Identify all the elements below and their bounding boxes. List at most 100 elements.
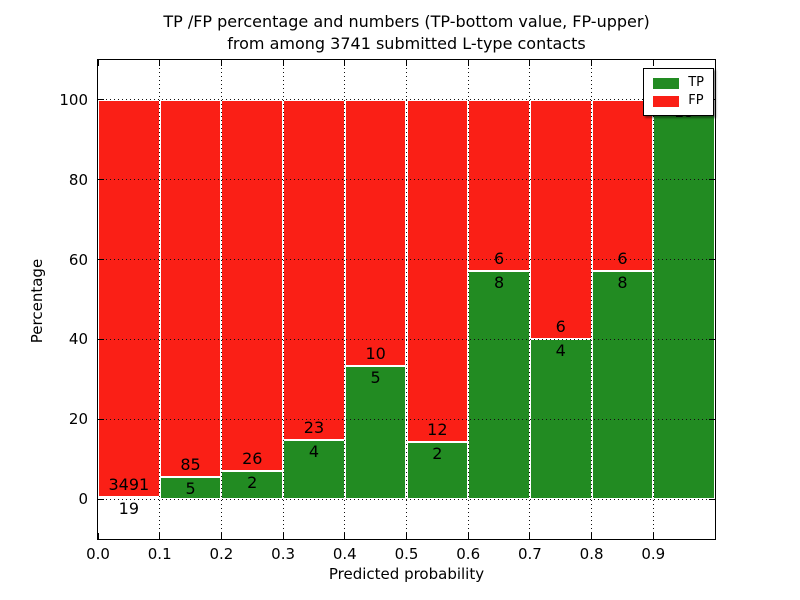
bar-segment-fp xyxy=(591,99,654,271)
legend: TP FP xyxy=(643,68,714,116)
vertical-gridline xyxy=(159,60,161,539)
y-tick-mark-right xyxy=(709,179,715,181)
y-tick-mark-left xyxy=(98,338,104,340)
x-tick-mark-top xyxy=(159,60,161,66)
bar-segment-fp xyxy=(468,99,530,271)
vertical-gridline xyxy=(467,60,469,539)
tp-legend-label: TP xyxy=(688,75,704,90)
tp-count-label: 4 xyxy=(555,341,566,361)
y-tick-label: 80 xyxy=(68,170,88,189)
x-tick-mark-top xyxy=(652,60,654,66)
fp-count-label: 3491 xyxy=(108,474,150,494)
x-tick-label: 0.3 xyxy=(271,545,296,563)
bar-segment-tp xyxy=(344,366,407,500)
x-tick-label: 0.2 xyxy=(209,545,234,563)
fp-count-label: 85 xyxy=(180,454,201,474)
x-tick-label: 0.7 xyxy=(517,545,542,563)
bar-segment-fp xyxy=(283,99,345,440)
x-tick-mark-top xyxy=(467,60,469,66)
tp-count-label: 19 xyxy=(118,498,140,518)
y-tick-mark-left xyxy=(98,179,104,181)
y-tick-mark-right xyxy=(709,418,715,420)
fp-count-label: 6 xyxy=(617,249,628,268)
x-axis-label: Predicted probability xyxy=(328,565,485,583)
x-tick-label: 0.9 xyxy=(641,545,666,563)
tp-count-label: 2 xyxy=(247,472,258,492)
x-tick-mark-top xyxy=(282,60,284,66)
x-tick-mark-bottom xyxy=(220,533,222,539)
fp-count-label: 12 xyxy=(427,420,448,440)
bar-segment-tp xyxy=(653,99,715,500)
vertical-gridline xyxy=(220,60,222,539)
tp-count-label: 8 xyxy=(493,272,505,292)
tp-count-label: 8 xyxy=(617,272,628,292)
x-tick-mark-bottom xyxy=(282,533,284,539)
vertical-gridline xyxy=(282,60,284,539)
x-tick-mark-bottom xyxy=(97,533,99,539)
fp-legend-label: FP xyxy=(688,93,704,108)
vertical-gridline xyxy=(591,60,593,539)
x-tick-mark-top xyxy=(529,60,531,66)
x-tick-label: 0.0 xyxy=(86,545,110,563)
x-tick-mark-top xyxy=(714,60,716,66)
vertical-gridline xyxy=(652,60,654,539)
fp-color-swatch xyxy=(653,95,680,107)
tp-color-swatch xyxy=(653,77,680,89)
bar-segment-fp xyxy=(159,99,222,477)
legend-item-tp: TP xyxy=(653,74,704,92)
bar-segment-fp xyxy=(98,99,160,497)
tp-count-label: 5 xyxy=(185,478,196,498)
fp-count-label: 23 xyxy=(303,417,325,437)
legend-item-fp: FP xyxy=(653,92,704,110)
chart-title-line2: from among 3741 submitted L-type contact… xyxy=(227,34,586,53)
fp-count-label: 10 xyxy=(365,344,386,364)
y-tick-label: 100 xyxy=(59,90,88,109)
horizontal-gridline xyxy=(98,179,715,181)
y-tick-mark-right xyxy=(709,259,715,261)
y-tick-mark-right xyxy=(709,338,715,340)
x-tick-label: 0.4 xyxy=(332,545,357,563)
x-tick-mark-top xyxy=(344,60,346,66)
bar-segment-tp xyxy=(221,470,284,500)
x-tick-mark-bottom xyxy=(591,533,593,539)
bar-segment-fp xyxy=(344,99,407,367)
x-tick-mark-top xyxy=(591,60,593,66)
y-tick-label: 20 xyxy=(68,410,88,429)
tp-count-label: 4 xyxy=(308,441,320,461)
bar-segment-fp xyxy=(529,99,592,340)
y-tick-mark-left xyxy=(98,498,104,500)
x-tick-mark-bottom xyxy=(467,533,469,539)
fp-count-label: 26 xyxy=(242,448,263,468)
bar-segment-tp xyxy=(591,270,654,500)
bar-segment-fp xyxy=(221,99,284,471)
vertical-gridline xyxy=(529,60,531,539)
x-tick-mark-bottom xyxy=(529,533,531,539)
chart-title: TP /FP percentage and numbers (TP-bottom… xyxy=(98,11,715,55)
x-tick-mark-top xyxy=(220,60,222,66)
bar-segment-tp xyxy=(468,270,530,500)
tp-count-label: 2 xyxy=(432,444,443,464)
x-tick-label: 0.6 xyxy=(456,545,481,563)
horizontal-gridline xyxy=(98,338,715,340)
fp-count-label: 6 xyxy=(555,317,566,337)
horizontal-gridline xyxy=(98,418,715,420)
x-tick-mark-bottom xyxy=(344,533,346,539)
y-tick-label: 60 xyxy=(68,250,88,269)
horizontal-gridline xyxy=(98,259,715,261)
y-tick-mark-left xyxy=(98,418,104,420)
x-tick-mark-top xyxy=(406,60,407,66)
vertical-gridline xyxy=(406,60,407,539)
plot-area: 349119855262234105122686468019 xyxy=(97,59,716,540)
x-tick-label: 0.8 xyxy=(579,545,604,563)
y-tick-mark-right xyxy=(709,498,715,500)
y-axis-label: Percentage xyxy=(28,258,46,344)
horizontal-gridline xyxy=(98,498,715,500)
y-tick-mark-left xyxy=(98,259,104,261)
x-tick-label: 0.5 xyxy=(394,545,419,563)
x-tick-label: 0.1 xyxy=(147,545,172,563)
fp-count-label: 6 xyxy=(493,249,505,268)
x-tick-mark-top xyxy=(97,60,99,66)
chart-title-line1: TP /FP percentage and numbers (TP-bottom… xyxy=(163,12,650,31)
vertical-gridline xyxy=(344,60,346,539)
